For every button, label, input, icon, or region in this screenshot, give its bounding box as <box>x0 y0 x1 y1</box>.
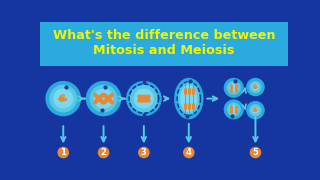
Ellipse shape <box>130 85 158 112</box>
Circle shape <box>250 147 261 158</box>
Ellipse shape <box>246 78 265 96</box>
Ellipse shape <box>180 85 197 112</box>
Ellipse shape <box>224 99 244 119</box>
Circle shape <box>183 147 195 158</box>
Text: What's the difference between: What's the difference between <box>53 29 275 42</box>
Ellipse shape <box>86 81 121 116</box>
Ellipse shape <box>227 102 241 116</box>
Circle shape <box>98 147 109 158</box>
Ellipse shape <box>174 78 204 119</box>
Text: 5: 5 <box>252 148 258 157</box>
Text: 2: 2 <box>100 148 107 157</box>
Text: 3: 3 <box>141 148 147 157</box>
Ellipse shape <box>93 89 114 109</box>
Ellipse shape <box>252 83 259 91</box>
Ellipse shape <box>90 85 117 112</box>
Bar <box>40 22 288 66</box>
Text: 4: 4 <box>186 148 192 157</box>
Text: 1: 1 <box>60 148 66 157</box>
Ellipse shape <box>246 101 265 119</box>
Ellipse shape <box>229 105 238 114</box>
Ellipse shape <box>45 81 81 116</box>
Ellipse shape <box>53 89 73 109</box>
Ellipse shape <box>49 85 77 112</box>
Ellipse shape <box>249 104 262 116</box>
Ellipse shape <box>229 83 238 93</box>
Text: Mitosis and Meiosis: Mitosis and Meiosis <box>93 44 235 57</box>
Ellipse shape <box>252 106 259 114</box>
Ellipse shape <box>178 82 200 115</box>
Ellipse shape <box>134 89 154 109</box>
Ellipse shape <box>126 81 162 116</box>
Ellipse shape <box>224 78 244 98</box>
Ellipse shape <box>227 81 241 95</box>
Ellipse shape <box>249 81 262 93</box>
Circle shape <box>138 147 150 158</box>
Circle shape <box>57 147 69 158</box>
